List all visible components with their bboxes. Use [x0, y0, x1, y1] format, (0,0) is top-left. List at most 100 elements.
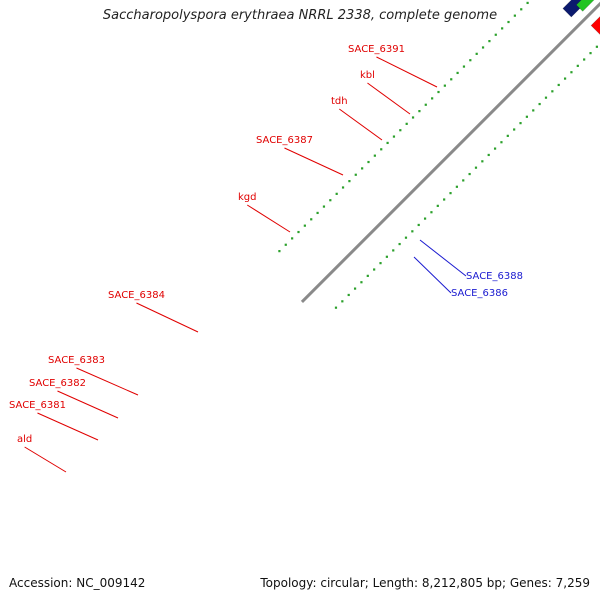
outer-dot: [501, 27, 504, 30]
cds-red: [590, 16, 600, 35]
scale-dot: [360, 281, 363, 284]
gene-label: SACE_6381: [9, 400, 66, 411]
gene-label: SACE_6383: [48, 355, 105, 366]
outer-dot: [424, 103, 427, 106]
outer-dot: [367, 160, 370, 164]
scale-dot: [385, 255, 388, 258]
outer-dot: [411, 116, 415, 119]
outer-dot: [405, 122, 408, 125]
outer-dot: [354, 173, 357, 176]
gene-label-reverse: SACE_6388: [466, 271, 523, 282]
gene-label: kgd: [238, 192, 257, 203]
outer-dot: [341, 186, 345, 189]
outer-dot: [520, 8, 523, 11]
outer-dot: [284, 243, 287, 246]
scale-dot: [563, 77, 567, 80]
scale-dot: [583, 58, 586, 61]
scale-dot: [519, 122, 522, 125]
outer-dot: [437, 90, 440, 94]
scale-dot: [341, 300, 344, 303]
outer-dot: [443, 84, 446, 87]
gene-label: SACE_6384: [108, 290, 165, 301]
outer-dot: [475, 52, 478, 55]
scale-dot: [411, 230, 414, 233]
outer-dot: [399, 129, 402, 132]
scale-dot: [353, 287, 357, 290]
scale-dot: [379, 262, 382, 265]
gene-leader-line-reverse: [413, 256, 452, 294]
outer-dot: [348, 180, 351, 183]
scale-dot: [373, 268, 376, 271]
scale-dot: [436, 204, 439, 207]
outer-dot: [373, 154, 376, 157]
gene-leader-line: [57, 390, 119, 419]
outer-dot: [361, 167, 364, 170]
scale-dot: [481, 160, 484, 163]
gene-leader-line-reverse: [419, 239, 467, 277]
outer-dot: [418, 110, 421, 113]
gene-label: kbl: [360, 70, 375, 81]
outer-dot: [380, 148, 383, 151]
gene-leader-line: [246, 204, 291, 233]
gene-leader-line: [76, 367, 139, 396]
outer-dot: [329, 199, 332, 202]
feature-bright-green: [575, 0, 595, 12]
outer-dot: [278, 250, 281, 253]
backbone-line: [300, 1, 600, 303]
scale-dot: [347, 293, 350, 297]
gene-label: tdh: [331, 96, 348, 107]
gene-label: ald: [17, 434, 32, 445]
gene-leader-line: [24, 446, 67, 473]
genome-summary-text: Topology: circular; Length: 8,212,805 bp…: [260, 576, 590, 590]
scale-dot: [538, 102, 541, 106]
gene-leader-line: [376, 56, 438, 88]
scale-dot: [595, 45, 598, 48]
scale-dot: [398, 242, 401, 246]
scale-dot: [417, 223, 420, 227]
scale-dot: [462, 179, 465, 182]
scale-dot: [500, 141, 503, 144]
scale-dot: [557, 83, 560, 87]
scale-dot: [513, 128, 516, 131]
outer-dot: [513, 14, 516, 17]
scale-dot: [455, 185, 458, 188]
scale-dot: [449, 192, 452, 195]
outer-dot: [507, 20, 510, 24]
scale-dot: [423, 217, 427, 220]
gene-leader-line: [37, 412, 99, 441]
gene-label: SACE_6382: [29, 378, 86, 389]
scale-dot: [532, 109, 535, 112]
outer-dot: [469, 59, 472, 62]
outer-dot: [316, 211, 319, 215]
outer-dot: [488, 40, 491, 43]
outer-dot: [392, 135, 396, 138]
scale-dot: [443, 198, 446, 201]
outer-dot: [431, 97, 434, 100]
scale-dot: [525, 115, 528, 118]
outer-dot: [450, 78, 453, 81]
outer-dot: [322, 205, 326, 208]
outer-dot: [481, 46, 485, 49]
scale-dot: [474, 166, 478, 169]
gene-leader-line: [367, 82, 411, 115]
outer-dot: [297, 230, 300, 234]
outer-dot: [386, 141, 389, 145]
scale-dot: [392, 249, 395, 252]
outer-dot: [462, 65, 466, 68]
accession-text: Accession: NC_009142: [9, 576, 146, 590]
scale-dot: [334, 306, 338, 309]
outer-dot: [291, 237, 294, 240]
gene-label-reverse: SACE_6386: [451, 288, 508, 299]
outer-dot: [303, 224, 306, 227]
scale-dot: [493, 147, 497, 150]
scale-dot: [468, 172, 471, 176]
scale-dot: [544, 96, 548, 99]
gene-leader-line: [136, 302, 199, 333]
scale-dot: [404, 236, 408, 239]
scale-dot: [430, 211, 433, 214]
gene-leader-line: [284, 147, 344, 176]
scale-dot: [487, 153, 490, 157]
scale-dot: [576, 64, 579, 67]
